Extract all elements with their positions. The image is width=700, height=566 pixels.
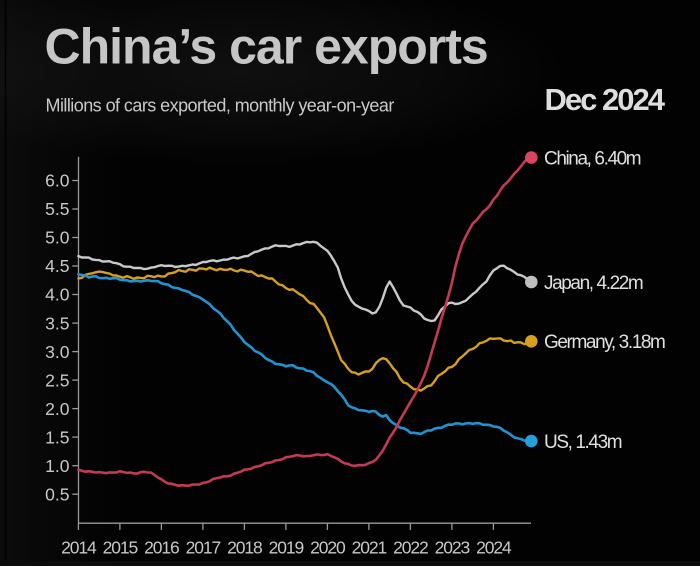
svg-text:5.0: 5.0 [45, 228, 70, 248]
svg-text:6.0: 6.0 [45, 171, 70, 191]
svg-text:2015: 2015 [103, 538, 138, 558]
svg-text:0.5: 0.5 [45, 484, 69, 504]
svg-text:3.0: 3.0 [45, 342, 70, 362]
svg-text:Dec 2024: Dec 2024 [545, 82, 666, 117]
svg-text:4.0: 4.0 [45, 285, 70, 305]
svg-text:1.5: 1.5 [45, 427, 69, 447]
svg-text:2021: 2021 [352, 538, 387, 558]
svg-text:2016: 2016 [144, 538, 179, 558]
svg-text:China, 6.40m: China, 6.40m [544, 148, 641, 169]
svg-text:4.5: 4.5 [45, 256, 69, 276]
svg-text:Japan, 4.22m: Japan, 4.22m [544, 273, 643, 294]
svg-text:2022: 2022 [393, 538, 428, 558]
svg-text:2.0: 2.0 [45, 399, 70, 419]
svg-text:2024: 2024 [476, 538, 512, 558]
svg-text:Germany, 3.18m: Germany, 3.18m [544, 332, 665, 353]
svg-text:China’s car exports: China’s car exports [45, 18, 488, 74]
svg-text:2018: 2018 [227, 538, 262, 558]
svg-text:1.0: 1.0 [45, 456, 70, 476]
svg-text:2014: 2014 [61, 538, 97, 558]
svg-text:2019: 2019 [269, 538, 304, 558]
svg-text:2023: 2023 [435, 538, 470, 558]
svg-text:2017: 2017 [186, 538, 221, 558]
svg-text:2020: 2020 [310, 538, 346, 558]
svg-text:US, 1.43m: US, 1.43m [544, 432, 622, 453]
svg-text:2.5: 2.5 [45, 370, 69, 390]
svg-text:3.5: 3.5 [45, 313, 69, 333]
svg-text:5.5: 5.5 [45, 199, 69, 219]
svg-text:Millions of cars exported, mon: Millions of cars exported, monthly year-… [46, 96, 395, 116]
